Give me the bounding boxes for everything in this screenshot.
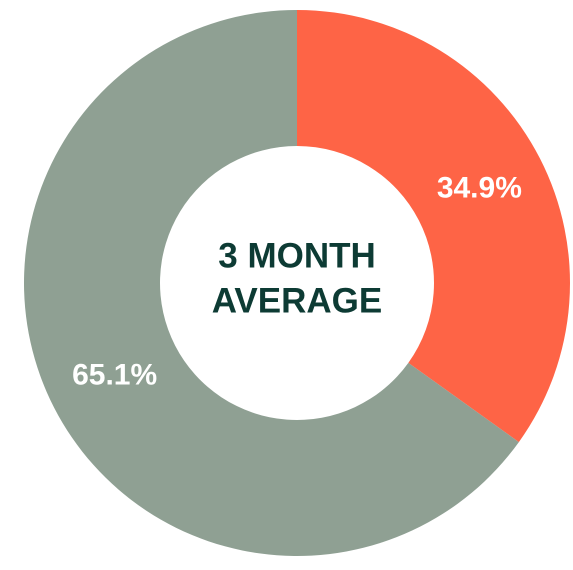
donut-segment <box>23 10 519 556</box>
center-text: 3 MONTH <box>218 236 376 275</box>
donut-segment <box>297 10 570 443</box>
value-label: 34.9% <box>437 171 522 204</box>
value-label: 65.1% <box>72 359 157 392</box>
center-text: AVERAGE <box>212 281 383 320</box>
